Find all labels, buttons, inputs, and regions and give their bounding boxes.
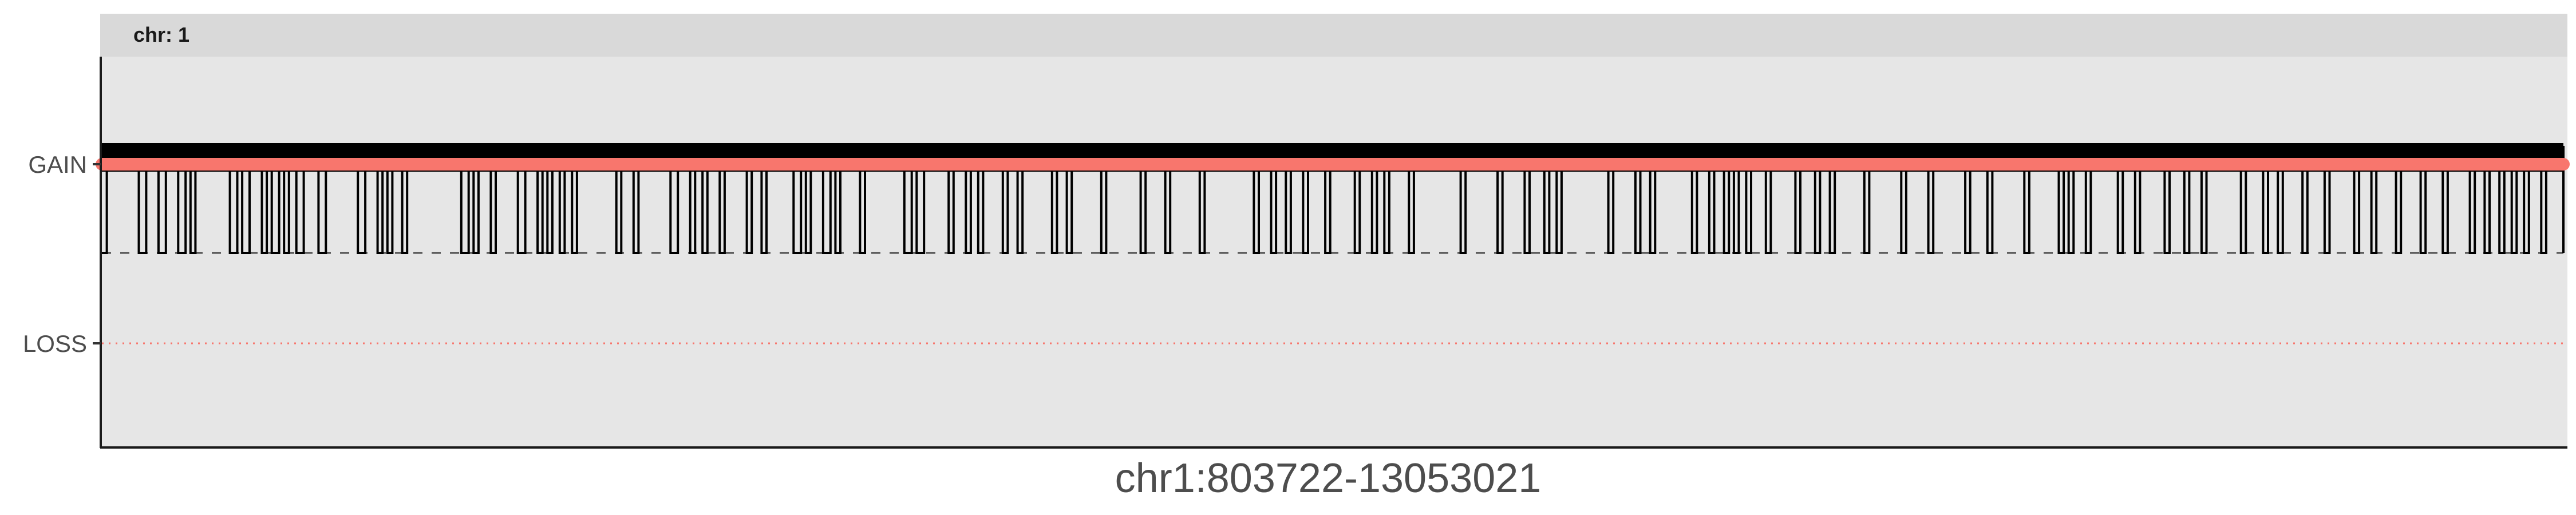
y-axis-ticks: GAIN LOSS [23, 151, 101, 357]
facet-strip-label: chr: 1 [133, 23, 189, 46]
chart-marks [96, 143, 2570, 344]
y-tick-label-loss: LOSS [23, 330, 87, 357]
x-axis-title: chr1:803722-13053021 [1115, 455, 1542, 501]
y-tick-label-gain: GAIN [28, 151, 87, 178]
strip-background [100, 14, 2567, 57]
